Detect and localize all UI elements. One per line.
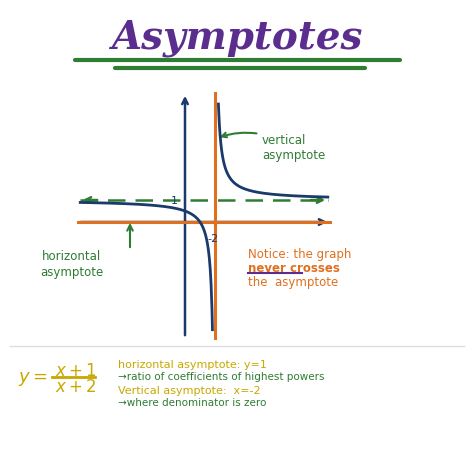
Text: →ratio of coefficients of highest powers: →ratio of coefficients of highest powers xyxy=(118,372,325,382)
Text: -2: -2 xyxy=(208,234,219,244)
Text: horizontal asymptote: y=1: horizontal asymptote: y=1 xyxy=(118,360,267,370)
Text: $x+2$: $x+2$ xyxy=(55,378,97,396)
Text: never crosses: never crosses xyxy=(248,262,340,275)
Text: 1: 1 xyxy=(171,196,178,206)
Text: horizontal
asymptote: horizontal asymptote xyxy=(40,250,104,279)
Text: →where denominator is zero: →where denominator is zero xyxy=(118,398,266,408)
Text: the  asymptote: the asymptote xyxy=(248,276,338,289)
Text: $y=$: $y=$ xyxy=(18,370,48,388)
Text: Notice: the graph: Notice: the graph xyxy=(248,248,351,261)
Text: vertical
asymptote: vertical asymptote xyxy=(222,133,325,162)
Text: Asymptotes: Asymptotes xyxy=(111,19,363,57)
Text: Vertical asymptote:  x=-2: Vertical asymptote: x=-2 xyxy=(118,386,261,396)
Text: $x+1$: $x+1$ xyxy=(55,362,97,380)
